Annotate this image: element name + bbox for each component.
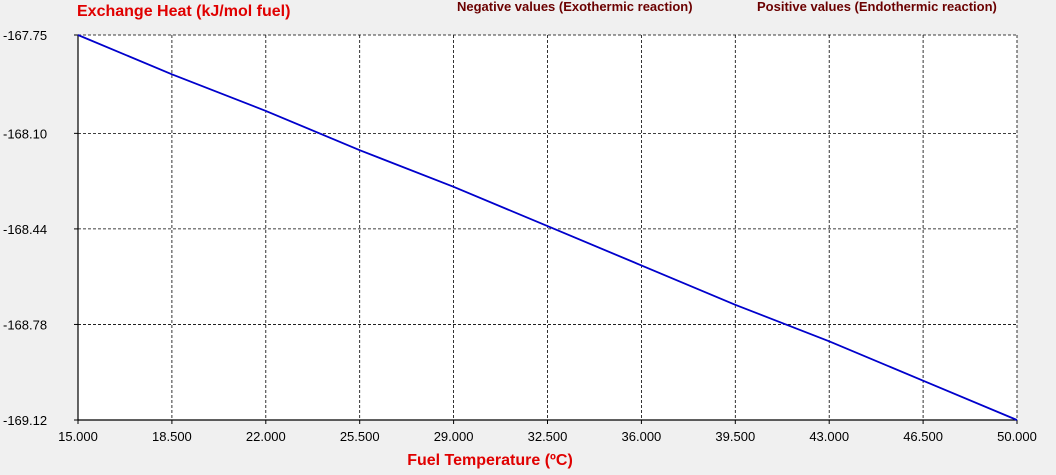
- annotation-positive-values: Positive values (Endothermic reaction): [757, 0, 997, 14]
- annotation-negative-values: Negative values (Exothermic reaction): [457, 0, 693, 14]
- x-tick-label: 46.500: [903, 429, 943, 444]
- x-tick-label: 43.000: [809, 429, 849, 444]
- x-tick-label: 50.000: [997, 429, 1037, 444]
- x-tick-label: 39.500: [715, 429, 755, 444]
- y-tick-label: -168.44: [3, 222, 47, 237]
- y-tick-labels: -167.75 -168.10 -168.44 -168.78 -169.12: [3, 28, 47, 428]
- y-tick-label: -168.10: [3, 126, 47, 141]
- x-tick-label: 25.500: [340, 429, 380, 444]
- x-axis-title: Fuel Temperature (ºC): [407, 452, 573, 469]
- y-tick-label: -167.75: [3, 28, 47, 43]
- x-tick-label: 32.500: [528, 429, 568, 444]
- y-axis-title: Exchange Heat (kJ/mol fuel): [77, 3, 290, 20]
- x-tick-label: 18.500: [152, 429, 192, 444]
- y-tick-label: -169.12: [3, 413, 47, 428]
- x-tick-label: 15.000: [58, 429, 98, 444]
- series-layer: [77, 34, 1018, 421]
- x-tick-label: 22.000: [246, 429, 286, 444]
- x-tick-label: 36.000: [622, 429, 662, 444]
- grid-lines: [74, 34, 1018, 424]
- series-line: [77, 34, 1018, 421]
- x-tick-label: 29.000: [434, 429, 474, 444]
- x-tick-labels: 15.000 18.500 22.000 25.500 29.000 32.500 36.0…: [58, 429, 1037, 444]
- y-tick-label: -168.78: [3, 317, 47, 332]
